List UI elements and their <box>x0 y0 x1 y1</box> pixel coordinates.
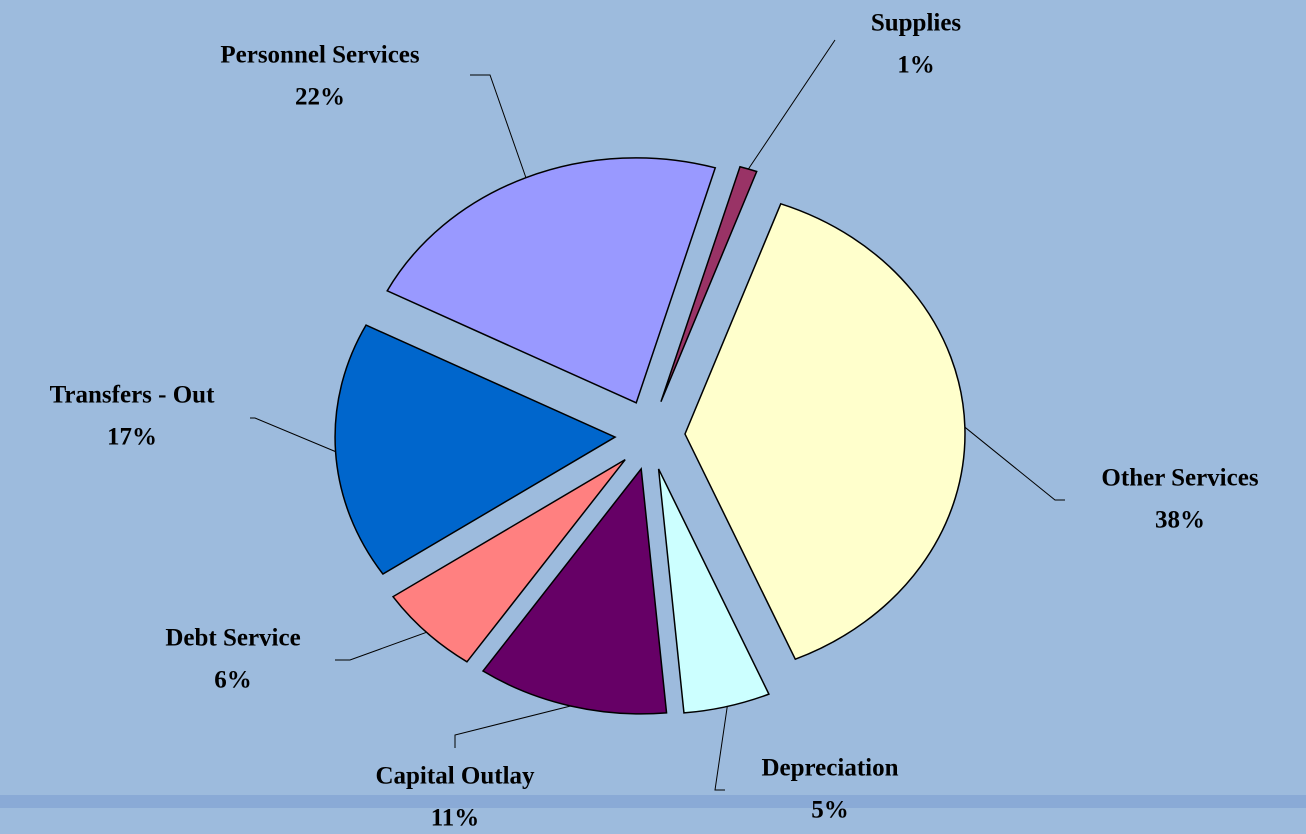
pie-slice <box>334 324 617 576</box>
slice-value-label: 6% <box>214 667 252 694</box>
slice-label: Other Services <box>1101 465 1258 492</box>
slice-value-label: 38% <box>1155 507 1205 534</box>
leader-line <box>335 631 427 661</box>
pie-slice <box>660 165 758 403</box>
slice-value-label: 5% <box>811 797 849 824</box>
slice-label: Depreciation <box>761 755 898 782</box>
leader-line <box>747 39 836 170</box>
slice-label: Supplies <box>871 10 962 37</box>
leader-line <box>454 705 571 748</box>
slice-value-label: 1% <box>897 52 935 79</box>
slice-label: Debt Service <box>165 625 300 652</box>
leader-line <box>250 417 336 453</box>
pie-slice <box>481 466 668 715</box>
leader-line <box>714 706 728 791</box>
bottom-band <box>0 795 1306 808</box>
slice-value-label: 17% <box>107 424 157 451</box>
slice-label: Personnel Services <box>220 42 420 69</box>
slice-label: Capital Outlay <box>375 763 535 790</box>
leader-line <box>470 74 527 178</box>
slice-value-label: 22% <box>295 84 345 111</box>
pie-slice <box>657 468 770 714</box>
slice-value-label: 11% <box>431 805 480 832</box>
slice-label: Transfers - Out <box>50 382 215 409</box>
pie-slice <box>391 459 626 663</box>
leader-line <box>964 426 1065 501</box>
